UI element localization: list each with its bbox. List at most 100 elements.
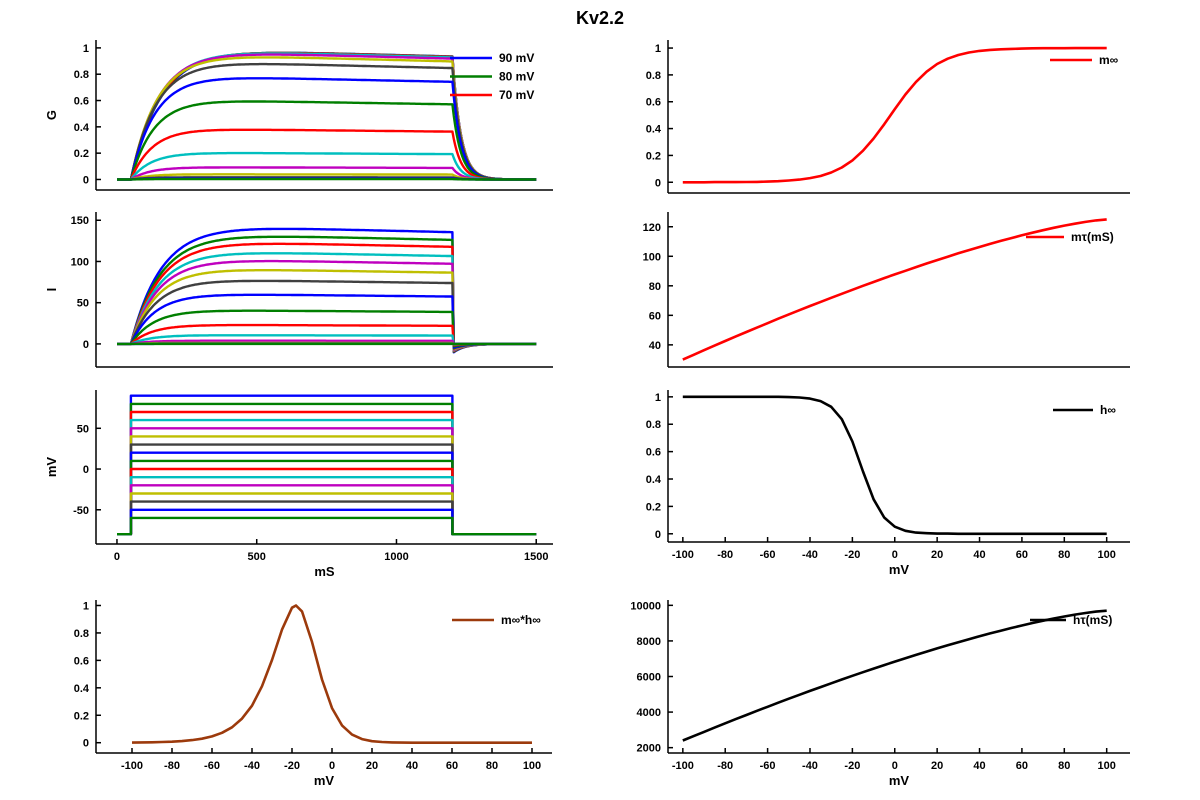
y-tick-label: 0.2 (646, 150, 661, 162)
y-tick-label: 6000 (637, 672, 661, 684)
y-tick-label: 0.4 (646, 474, 662, 486)
y-axis-label: mV (44, 457, 59, 478)
y-tick-label: 0.6 (74, 96, 89, 108)
x-tick-label: -80 (717, 549, 733, 561)
x-tick-label: 100 (1098, 549, 1116, 561)
legend-label-80 mV: 80 mV (499, 70, 534, 84)
x-tick-label: 0 (892, 549, 898, 561)
y-tick-label: 100 (643, 251, 661, 263)
x-tick-label: 20 (931, 549, 943, 561)
x-tick-label: 20 (931, 760, 943, 772)
y-tick-label: 0 (83, 339, 89, 351)
x-tick-label: 0 (329, 760, 335, 772)
y-tick-label: 0.8 (646, 419, 661, 431)
y-tick-label: 0.8 (74, 69, 89, 81)
trace-90mV (117, 227, 537, 354)
figure-title: Kv2.2 (575, 8, 625, 28)
x-tick-label: -60 (760, 549, 776, 561)
x-tick-label: 80 (486, 760, 498, 772)
x-tick-label: 40 (973, 760, 985, 772)
trace-20mV (117, 77, 537, 181)
y-tick-label: 40 (649, 340, 661, 352)
series-hτ(mS) (682, 609, 1107, 742)
legend-label-h∞: h∞ (1100, 403, 1116, 417)
y-tick-label: 0.4 (646, 124, 662, 136)
y-tick-label: 0.8 (646, 70, 661, 82)
x-axis-label: mV (889, 773, 910, 788)
pulse-30mV (117, 443, 537, 536)
y-tick-label: 4000 (637, 707, 661, 719)
y-tick-label: 60 (649, 310, 661, 322)
y-tick-label: 0.4 (74, 122, 90, 134)
x-tick-label: -20 (844, 549, 860, 561)
pulse-70mV (117, 410, 537, 536)
trace-30mV (117, 62, 537, 181)
x-tick-label: 20 (366, 760, 378, 772)
x-tick-label: -40 (244, 760, 260, 772)
x-tick-label: 80 (1058, 549, 1070, 561)
y-tick-label: 0 (83, 174, 89, 186)
y-tick-label: 8000 (637, 636, 661, 648)
y-tick-label: 0.2 (74, 710, 89, 722)
x-tick-label: -40 (802, 549, 818, 561)
y-tick-label: 0 (83, 464, 89, 476)
legend-label-m∞: m∞ (1099, 53, 1118, 67)
pulse-10mV (117, 459, 537, 536)
x-tick-label: 1000 (384, 551, 408, 563)
legend-label-90 mV: 90 mV (499, 51, 534, 65)
x-tick-label: 60 (1016, 760, 1028, 772)
y-tick-label: 0.8 (74, 628, 89, 640)
pulse--30mV (117, 492, 537, 536)
series-h∞ (682, 395, 1107, 536)
x-axis-label: mV (889, 562, 910, 577)
y-tick-label: 0 (655, 529, 661, 541)
y-tick-label: 120 (643, 222, 661, 234)
y-tick-label: 0.2 (646, 501, 661, 513)
x-axis-label: mS (314, 564, 335, 579)
legend-label-hτ(mS): hτ(mS) (1073, 613, 1112, 627)
x-tick-label: 500 (248, 551, 266, 563)
trace--10mV (117, 151, 537, 181)
x-tick-label: -20 (284, 760, 300, 772)
x-tick-label: -100 (121, 760, 143, 772)
x-tick-label: 40 (406, 760, 418, 772)
y-tick-label: -50 (73, 505, 89, 517)
x-tick-label: 40 (973, 549, 985, 561)
y-tick-label: 150 (71, 215, 89, 227)
x-tick-label: -100 (672, 760, 694, 772)
x-tick-label: 80 (1058, 760, 1070, 772)
legend-label-70 mV: 70 mV (499, 88, 534, 102)
x-tick-label: -60 (760, 760, 776, 772)
x-axis-label: mV (314, 773, 335, 788)
y-tick-label: 1 (83, 600, 89, 612)
y-axis-label: I (44, 288, 59, 292)
series-m∞ (682, 46, 1107, 184)
y-tick-label: 0.4 (74, 683, 90, 695)
x-tick-label: 0 (114, 551, 120, 563)
y-tick-label: 0 (655, 177, 661, 189)
pulse--50mV (117, 508, 537, 536)
y-tick-label: 50 (77, 423, 89, 435)
pulse-90mV (117, 394, 537, 536)
y-tick-label: 50 (77, 298, 89, 310)
x-tick-label: 60 (446, 760, 458, 772)
y-tick-label: 0.6 (74, 655, 89, 667)
trace-10mV (117, 100, 537, 181)
x-tick-label: 0 (892, 760, 898, 772)
pulse--60mV (117, 516, 537, 536)
y-tick-label: 1 (655, 392, 661, 404)
legend-label-m∞*h∞: m∞*h∞ (501, 613, 541, 627)
y-tick-label: 10000 (630, 600, 661, 612)
trace-0mV (117, 128, 537, 181)
y-tick-label: 100 (71, 256, 89, 268)
y-tick-label: 0.6 (646, 97, 661, 109)
y-tick-label: 2000 (637, 743, 661, 755)
trace-20mV (117, 293, 537, 349)
y-tick-label: 1 (655, 43, 661, 55)
x-tick-label: -60 (204, 760, 220, 772)
x-tick-label: 60 (1016, 549, 1028, 561)
x-tick-label: -20 (844, 760, 860, 772)
x-tick-label: 100 (523, 760, 541, 772)
x-tick-label: -40 (802, 760, 818, 772)
